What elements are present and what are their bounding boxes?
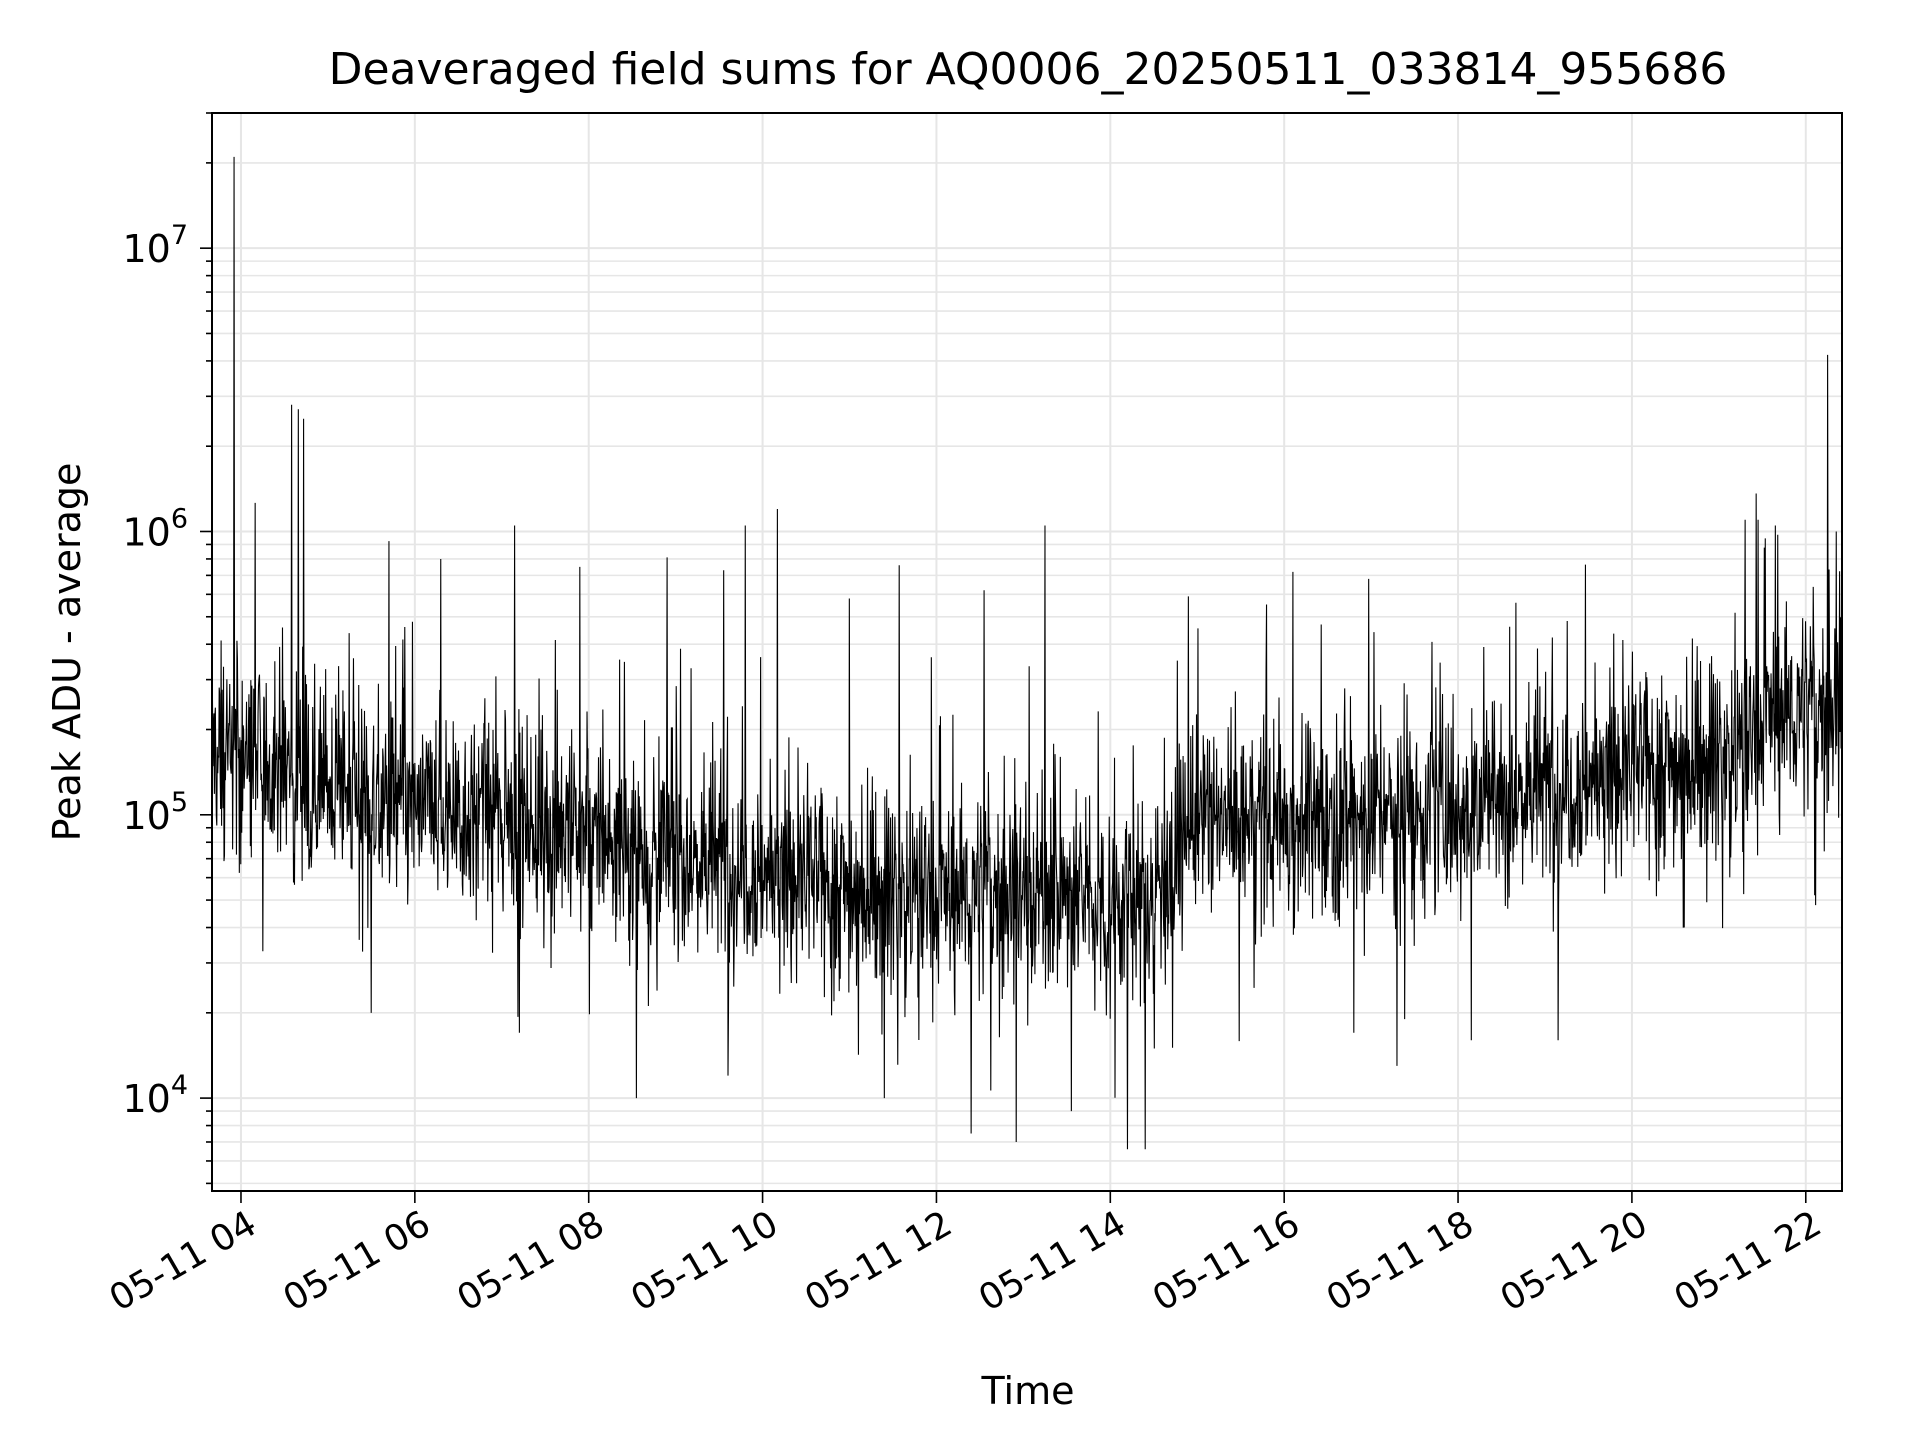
y-tick-label: 106 bbox=[122, 503, 188, 554]
y-axis-label: Peak ADU - average bbox=[45, 463, 89, 842]
y-tick-label: 105 bbox=[122, 787, 188, 838]
y-tick-label: 104 bbox=[122, 1070, 188, 1121]
axes-frame bbox=[211, 112, 1843, 1192]
y-tick-label: 107 bbox=[122, 220, 188, 271]
y-axis-ticks: 104 105 106 107 bbox=[122, 112, 212, 1185]
chart-title: Deaveraged field sums for AQ0006_2025051… bbox=[329, 44, 1728, 95]
series-line bbox=[212, 156, 1842, 1150]
x-axis-label: Time bbox=[981, 1369, 1075, 1413]
plot-area bbox=[212, 156, 1842, 1150]
